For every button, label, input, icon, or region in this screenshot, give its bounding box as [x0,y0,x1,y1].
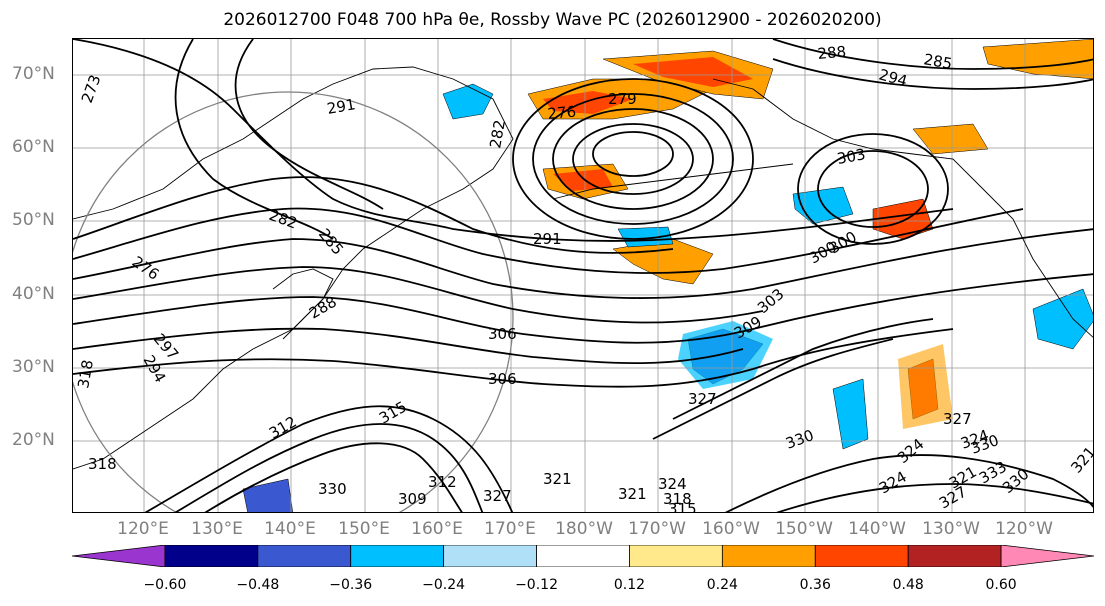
contour-label: 321 [1067,443,1094,477]
contour-label: 315 [376,398,410,428]
shading-blue-east [1033,289,1094,349]
contour-label: 282 [267,206,300,233]
contour-label: 282 [486,118,509,149]
contour-label: 321 [543,470,572,488]
contour-label: 315 [668,500,697,513]
contour-label: 324 [894,435,928,467]
contour-label: 306 [488,325,517,343]
lon-label: 120°E [117,519,169,539]
contour-label: 279 [608,90,637,108]
contour-label: 318 [88,455,117,473]
contour-label: 327 [688,390,717,408]
contour-label: 291 [533,230,562,248]
colorbar-tick-label: −0.24 [422,577,465,593]
contour-label: 285 [922,50,953,73]
colorbar-segment [444,545,537,567]
colorbar-segment [908,545,1001,567]
colorbar-tick-label: 0.48 [893,577,924,593]
shading-blue-south [833,379,868,449]
colorbar [72,545,1094,567]
contour-label: 276 [547,103,577,123]
shading-blue-north [443,84,493,119]
lon-label: 160°E [411,519,463,539]
colorbar-tick-label: 0.60 [985,577,1016,593]
contour-label: 318 [74,358,97,389]
lat-label-20n: 20°N [12,430,55,450]
map-canvas: 2732912882852942762792823033002822852762… [73,39,1094,513]
shading-orange-top-right [983,39,1094,79]
contour-label: 306 [488,370,517,388]
lon-label: 170°E [484,519,536,539]
contour-label: 285 [315,225,347,259]
colorbar-tick-label: −0.36 [329,577,372,593]
lon-label: 120°W [995,519,1053,539]
contour-label: 276 [129,253,163,284]
contour-label: 327 [943,410,972,428]
contour-label: 324 [876,468,910,498]
colorbar-segment [258,545,351,567]
shading-blue-sw [243,479,293,513]
lon-label: 150°W [775,519,833,539]
colorbar-tick-label: −0.48 [236,577,279,593]
contour-label: 288 [817,43,847,63]
lon-label: 160°W [702,519,760,539]
colorbar-tick-label: 0.24 [707,577,738,593]
lon-label: 130°W [922,519,980,539]
lon-label: 140°E [264,519,316,539]
colorbar-segment [722,545,815,567]
colorbar-segment [72,545,165,567]
contour-label: 327 [483,487,512,505]
contour-label: 312 [266,413,300,443]
contour-label: 303 [836,145,867,168]
lat-label-50n: 50°N [12,210,55,230]
contour-label: 312 [428,473,457,491]
colorbar-segment [351,545,444,567]
colorbar-segment [815,545,908,567]
lat-label-60n: 60°N [12,137,55,157]
colorbar-tick-label: −0.12 [515,577,558,593]
contour-label: 321 [618,485,647,503]
contour-label: 330 [783,426,816,453]
lon-label: 140°W [848,519,906,539]
contour-label: 330 [318,480,347,498]
contour-label: 291 [326,95,357,118]
colorbar-segment [629,545,722,567]
colorbar-segment [1001,545,1094,567]
lon-label: 130°E [191,519,243,539]
contour-label: 309 [398,490,427,508]
lon-label: 170°W [628,519,686,539]
lat-label-30n: 30°N [12,357,55,377]
colorbar-tick-label: −0.60 [143,577,186,593]
colorbar-segment [537,545,630,567]
lat-label-40n: 40°N [12,284,55,304]
colorbar-segment [165,545,258,567]
contour-label: 273 [78,72,105,105]
map-title: 2026012700 F048 700 hPa θe, Rossby Wave … [0,10,1105,30]
lat-label-70n: 70°N [12,64,55,84]
contour-label: 294 [877,65,909,90]
colorbar-tick-label: 0.12 [614,577,645,593]
map-panel: 2732912882852942762792823033002822852762… [72,38,1094,513]
lon-label: 180°W [555,519,613,539]
colorbar-tick-label: 0.36 [800,577,831,593]
lon-label: 150°E [338,519,390,539]
